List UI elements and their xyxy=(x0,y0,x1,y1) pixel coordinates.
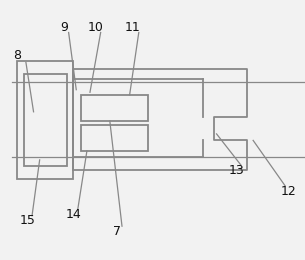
Text: 14: 14 xyxy=(65,208,81,221)
Text: 12: 12 xyxy=(280,185,296,198)
Text: 8: 8 xyxy=(13,49,21,62)
Text: 10: 10 xyxy=(88,21,104,34)
Bar xyxy=(17,61,73,179)
Text: 15: 15 xyxy=(20,214,35,228)
Bar xyxy=(24,74,67,166)
Text: 13: 13 xyxy=(228,164,244,177)
Text: 9: 9 xyxy=(60,21,68,34)
Text: 11: 11 xyxy=(125,21,141,34)
Bar xyxy=(81,125,148,151)
Bar xyxy=(81,95,148,121)
Text: 7: 7 xyxy=(113,225,121,238)
